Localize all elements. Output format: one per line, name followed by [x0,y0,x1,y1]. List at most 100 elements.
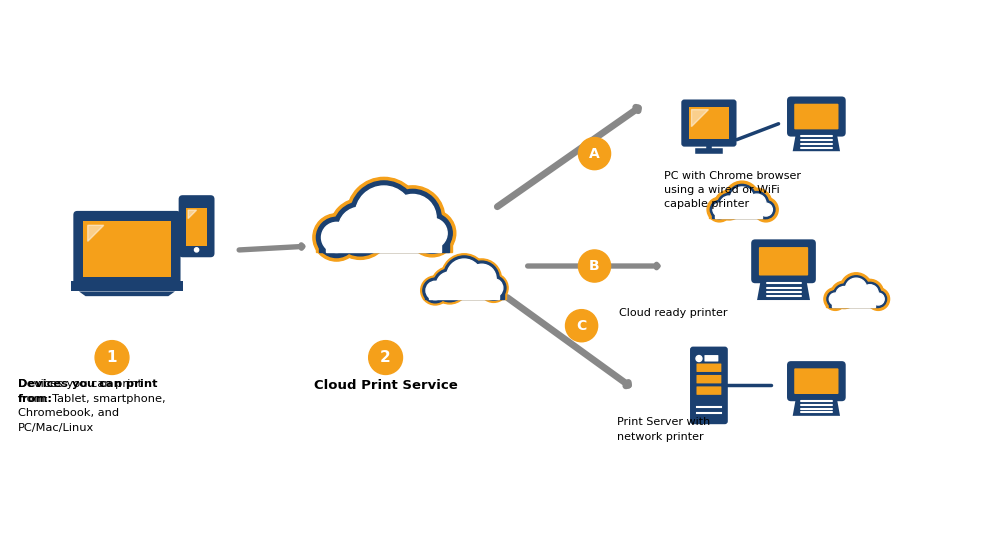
Circle shape [408,209,456,257]
Circle shape [759,203,772,216]
Circle shape [856,279,884,307]
FancyBboxPatch shape [696,375,721,384]
Circle shape [313,214,360,261]
Circle shape [355,186,412,243]
FancyBboxPatch shape [83,221,171,277]
Circle shape [830,281,858,309]
Circle shape [316,217,357,258]
Circle shape [717,194,741,217]
Circle shape [412,213,452,253]
Circle shape [350,181,418,248]
FancyBboxPatch shape [186,208,207,246]
Circle shape [431,267,468,304]
FancyBboxPatch shape [326,231,441,252]
Circle shape [714,190,744,220]
Circle shape [742,188,772,218]
Polygon shape [88,225,104,242]
Polygon shape [793,132,840,151]
FancyBboxPatch shape [832,296,875,307]
Circle shape [347,178,421,252]
Circle shape [859,282,881,304]
Circle shape [870,291,887,307]
FancyBboxPatch shape [829,296,878,307]
Circle shape [827,291,844,307]
Circle shape [444,256,485,297]
Text: A: A [589,146,600,161]
Circle shape [384,189,441,246]
Circle shape [95,341,129,374]
FancyBboxPatch shape [179,195,215,257]
Text: Cloud ready printer: Cloud ready printer [619,308,728,318]
Circle shape [862,285,878,301]
Circle shape [369,341,403,374]
Circle shape [745,192,769,215]
Text: Devices you can print
from: Tablet, smartphone,
Chromebook, and
PC/Mac/Linux: Devices you can print from: Tablet, smar… [18,379,165,433]
Circle shape [423,278,447,303]
Circle shape [321,222,352,252]
Circle shape [725,181,759,216]
Circle shape [843,276,869,302]
Text: 1: 1 [107,350,117,365]
Circle shape [389,194,436,242]
Circle shape [720,196,738,214]
Circle shape [481,275,506,300]
FancyBboxPatch shape [71,281,183,292]
Circle shape [728,185,756,213]
Text: Cloud Print Service: Cloud Print Service [314,379,457,392]
FancyBboxPatch shape [316,231,452,252]
FancyBboxPatch shape [429,287,499,299]
Circle shape [713,203,726,216]
Circle shape [707,197,732,222]
FancyBboxPatch shape [712,207,765,218]
Circle shape [566,310,598,342]
Circle shape [730,187,754,210]
FancyBboxPatch shape [704,355,718,362]
FancyBboxPatch shape [709,207,769,218]
Circle shape [333,202,387,256]
FancyBboxPatch shape [696,364,721,372]
Polygon shape [793,397,840,416]
Polygon shape [757,279,810,300]
Circle shape [710,201,728,218]
FancyBboxPatch shape [751,239,816,283]
FancyBboxPatch shape [73,211,181,287]
Polygon shape [691,110,708,126]
Circle shape [462,259,501,298]
Circle shape [426,281,444,300]
Circle shape [330,199,391,259]
Text: C: C [576,318,587,332]
Circle shape [578,250,611,282]
Circle shape [845,278,867,300]
Circle shape [754,197,778,222]
Text: PC with Chrome browser
using a wired or WiFi
capable printer: PC with Chrome browser using a wired or … [664,171,801,209]
Circle shape [829,293,841,305]
Circle shape [381,186,445,250]
Circle shape [464,261,499,296]
FancyBboxPatch shape [787,361,846,401]
Polygon shape [188,210,197,218]
FancyBboxPatch shape [319,231,449,252]
Circle shape [757,201,775,218]
FancyBboxPatch shape [715,207,762,218]
Text: B: B [589,259,600,273]
Circle shape [867,288,890,310]
Polygon shape [79,292,175,296]
FancyBboxPatch shape [794,104,838,129]
Circle shape [484,279,503,297]
Circle shape [436,272,463,299]
FancyBboxPatch shape [826,296,881,307]
Circle shape [479,273,508,302]
FancyBboxPatch shape [696,386,721,395]
FancyBboxPatch shape [787,96,846,137]
Circle shape [872,293,884,305]
Circle shape [578,138,611,169]
Circle shape [840,273,872,305]
FancyBboxPatch shape [425,287,504,299]
FancyBboxPatch shape [681,100,737,147]
FancyBboxPatch shape [423,287,506,299]
Circle shape [338,207,382,251]
Circle shape [417,218,447,248]
Circle shape [833,284,855,306]
Circle shape [447,259,482,294]
Circle shape [748,194,766,212]
